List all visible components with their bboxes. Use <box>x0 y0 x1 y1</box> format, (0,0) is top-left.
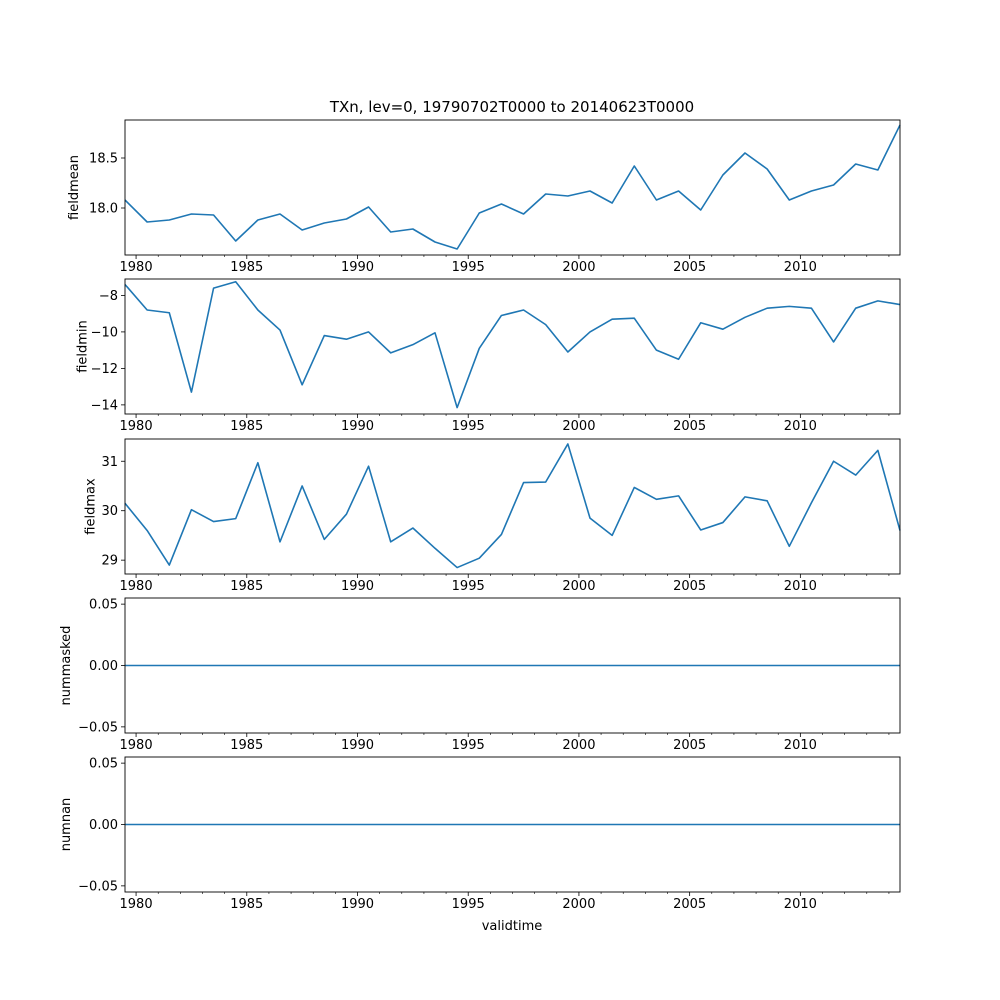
x-tick-label: 2000 <box>562 738 595 753</box>
y-axis-label-fieldmean: fieldmean <box>67 155 82 220</box>
x-tick-label: 1980 <box>120 897 153 912</box>
figure-title: TXn, lev=0, 19790702T0000 to 20140623T00… <box>329 98 694 116</box>
subplots: 1980 1985 1990 1995 2000 2005 2010 18.0 18.5 fiel… <box>59 119 901 912</box>
y-tick-label: 0.05 <box>89 598 118 613</box>
x-tick-label: 2005 <box>673 738 706 753</box>
series-line-fieldmin <box>124 280 901 409</box>
subplot-fieldmean: 1980 1985 1990 1995 2000 2005 2010 18.0 18.5 fiel… <box>67 119 901 275</box>
y-axis-label-numnan: numnan <box>59 798 74 852</box>
x-tick-label: 1980 <box>120 419 153 434</box>
y-tick-label: −12 <box>91 362 118 377</box>
x-tick-label: 1985 <box>230 897 263 912</box>
y-axis-label-nummasked: nummasked <box>59 626 74 706</box>
x-tick-label: 2005 <box>673 897 706 912</box>
x-tick-label: 2000 <box>562 897 595 912</box>
y-tick-label: 18.0 <box>89 202 118 217</box>
y-axis-label-fieldmin: fieldmin <box>75 320 90 373</box>
subplot-fieldmax: 1980 1985 1990 1995 2000 2005 2010 29 30 31fieldm… <box>84 438 901 594</box>
x-tick-label: 2000 <box>562 579 595 594</box>
subplot-fieldmin: 1980 1985 1990 1995 2000 2005 2010 −14 −12 −10 −8 f… <box>75 278 901 434</box>
y-tick-label: 0.05 <box>89 757 118 772</box>
x-tick-label: 1995 <box>452 897 485 912</box>
x-tick-label: 1995 <box>452 419 485 434</box>
x-tick-label: 1995 <box>452 260 485 275</box>
y-tick-label: −8 <box>99 289 118 304</box>
y-axis-label-fieldmax: fieldmax <box>84 478 99 535</box>
x-tick-label: 1995 <box>452 579 485 594</box>
y-tick-label: −0.05 <box>78 879 118 894</box>
x-tick-label: 2010 <box>784 738 817 753</box>
x-tick-label: 1995 <box>452 738 485 753</box>
y-tick-label: 31 <box>101 455 118 470</box>
y-tick-label: 30 <box>101 504 118 519</box>
x-axis-label: validtime <box>482 919 543 934</box>
x-tick-label: 1985 <box>230 738 263 753</box>
x-tick-label: 1980 <box>120 579 153 594</box>
x-tick-label: 1990 <box>341 738 374 753</box>
x-tick-label: 1985 <box>230 579 263 594</box>
series-line-fieldmean <box>124 124 901 250</box>
y-tick-label: 0.00 <box>89 818 118 833</box>
y-tick-label: 0.00 <box>89 659 118 674</box>
subplot-numnan: 1980 1985 1990 1995 2000 2005 2010 −0.05 0.00 0.0… <box>59 756 901 912</box>
x-tick-label: 1990 <box>341 897 374 912</box>
x-tick-label: 2005 <box>673 419 706 434</box>
x-tick-label: 2005 <box>673 260 706 275</box>
y-tick-label: −0.05 <box>78 720 118 735</box>
x-tick-label: 2000 <box>562 260 595 275</box>
y-tick-label: 29 <box>101 554 118 569</box>
x-tick-label: 2010 <box>784 419 817 434</box>
series-line-fieldmax <box>124 443 901 569</box>
x-tick-label: 2005 <box>673 579 706 594</box>
x-tick-label: 1980 <box>120 260 153 275</box>
axes-frame <box>124 756 901 893</box>
x-tick-label: 1990 <box>341 260 374 275</box>
x-tick-label: 1985 <box>230 260 263 275</box>
subplot-nummasked: 1980 1985 1990 1995 2000 2005 2010 −0.05 0.00 0.0… <box>59 597 901 753</box>
y-tick-label: −10 <box>91 325 118 340</box>
x-tick-label: 2010 <box>784 897 817 912</box>
y-tick-label: −14 <box>91 398 118 413</box>
axes-frame <box>124 438 901 575</box>
y-tick-label: 18.5 <box>89 152 118 167</box>
axes-frame <box>124 278 901 415</box>
x-tick-label: 1990 <box>341 579 374 594</box>
x-tick-label: 1980 <box>120 738 153 753</box>
axes-frame <box>124 597 901 734</box>
x-tick-label: 1990 <box>341 419 374 434</box>
x-tick-label: 2000 <box>562 419 595 434</box>
axes-frame <box>124 119 901 256</box>
x-tick-label: 1985 <box>230 419 263 434</box>
x-tick-label: 2010 <box>784 579 817 594</box>
x-tick-label: 2010 <box>784 260 817 275</box>
